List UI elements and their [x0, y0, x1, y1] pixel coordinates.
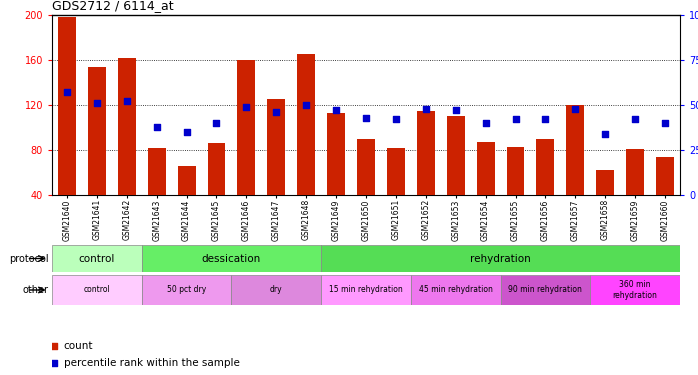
Bar: [118, 58, 135, 195]
Text: other: other: [22, 285, 48, 295]
Text: protocol: protocol: [9, 254, 48, 264]
Point: [570, 106, 581, 112]
Bar: [267, 99, 285, 195]
Bar: [142, 275, 232, 305]
Bar: [177, 166, 195, 195]
Point: [61, 89, 73, 95]
Point: [360, 115, 371, 121]
Text: control: control: [84, 285, 110, 294]
Point: [600, 131, 611, 137]
Point: [390, 116, 401, 122]
Bar: [411, 275, 500, 305]
Text: 90 min rehydration: 90 min rehydration: [508, 285, 582, 294]
Text: 15 min rehydration: 15 min rehydration: [329, 285, 403, 294]
Bar: [500, 275, 591, 305]
Bar: [232, 275, 321, 305]
Text: 50 pct dry: 50 pct dry: [167, 285, 206, 294]
Bar: [321, 245, 680, 272]
Point: [630, 116, 641, 122]
Text: 360 min
rehydration: 360 min rehydration: [613, 280, 658, 300]
Text: rehydration: rehydration: [470, 254, 531, 264]
Point: [331, 107, 342, 113]
Point: [420, 106, 431, 112]
Point: [255, 121, 267, 127]
Bar: [58, 17, 76, 195]
Bar: [417, 111, 435, 195]
Bar: [327, 113, 345, 195]
Bar: [477, 142, 495, 195]
Bar: [596, 170, 614, 195]
Text: dessication: dessication: [202, 254, 261, 264]
Bar: [537, 139, 554, 195]
Bar: [626, 149, 644, 195]
Bar: [321, 275, 411, 305]
Text: dry: dry: [270, 285, 283, 294]
Bar: [357, 139, 375, 195]
Point: [660, 120, 671, 126]
Bar: [52, 275, 142, 305]
Point: [540, 116, 551, 122]
Point: [91, 100, 103, 106]
Point: [480, 120, 491, 126]
Text: 45 min rehydration: 45 min rehydration: [419, 285, 493, 294]
Point: [211, 120, 222, 126]
Text: control: control: [79, 254, 115, 264]
Bar: [207, 143, 225, 195]
Text: count: count: [64, 341, 93, 351]
Bar: [656, 157, 674, 195]
Bar: [297, 54, 315, 195]
Bar: [237, 60, 255, 195]
Point: [151, 124, 162, 130]
Point: [241, 104, 252, 110]
Bar: [591, 275, 680, 305]
Bar: [88, 67, 106, 195]
Bar: [447, 116, 465, 195]
Point: [301, 102, 312, 108]
Point: [271, 109, 282, 115]
Bar: [387, 148, 405, 195]
Bar: [142, 245, 321, 272]
Point: [255, 274, 267, 280]
Bar: [507, 147, 524, 195]
Point: [121, 98, 133, 104]
Bar: [52, 245, 142, 272]
Point: [450, 107, 461, 113]
Point: [510, 116, 521, 122]
Text: GDS2712 / 6114_at: GDS2712 / 6114_at: [52, 0, 174, 12]
Point: [181, 129, 192, 135]
Text: percentile rank within the sample: percentile rank within the sample: [64, 358, 239, 368]
Bar: [148, 148, 165, 195]
Bar: [566, 105, 584, 195]
